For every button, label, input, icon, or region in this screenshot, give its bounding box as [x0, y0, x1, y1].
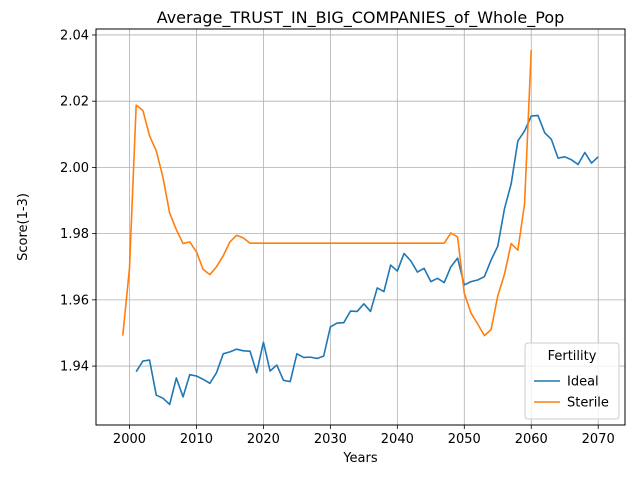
legend: Fertility Ideal Sterile	[524, 342, 620, 420]
x-axis-label: Years	[342, 451, 378, 466]
x-tick-label: 2070	[582, 432, 615, 447]
x-tick-label: 2030	[314, 432, 347, 447]
series-line-sterile	[121, 49, 533, 337]
legend-box	[524, 342, 620, 420]
y-tick-label: 1.98	[60, 227, 89, 242]
chart-title: Average_TRUST_IN_BIG_COMPANIES_of_Whole_…	[157, 8, 565, 28]
plot-frame	[95, 28, 626, 426]
y-tick-label: 2.02	[60, 95, 89, 110]
x-tick-label: 2000	[113, 432, 146, 447]
series-lines	[121, 49, 599, 406]
grid	[96, 29, 625, 425]
legend-title: Fertility	[548, 349, 597, 364]
y-tick-label: 2.04	[60, 28, 89, 43]
y-axis: 1.94 1.96 1.98 2.00 2.02 2.04	[60, 28, 96, 375]
legend-label-ideal: Ideal	[567, 375, 599, 390]
x-tick-label: 2060	[515, 432, 548, 447]
x-tick-label: 2050	[448, 432, 481, 447]
x-tick-label: 2020	[247, 432, 280, 447]
y-tick-label: 1.94	[60, 360, 89, 375]
x-tick-label: 2040	[381, 432, 414, 447]
y-tick-label: 2.00	[60, 161, 89, 176]
y-axis-label: Score(1-3)	[16, 193, 31, 261]
x-axis: 2000 2010 2020 2030 2040 2050 2060 2070	[113, 425, 615, 447]
legend-label-sterile: Sterile	[567, 396, 609, 411]
x-tick-label: 2010	[180, 432, 213, 447]
series-line-ideal	[135, 114, 599, 406]
y-tick-label: 1.96	[60, 293, 89, 308]
